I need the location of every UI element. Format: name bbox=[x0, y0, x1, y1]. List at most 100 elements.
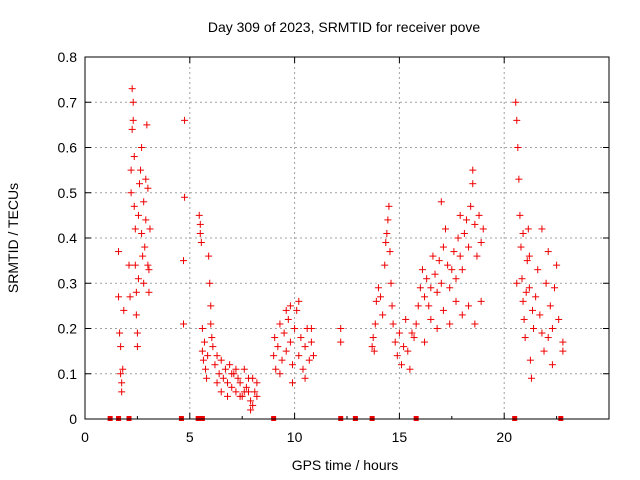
data-point bbox=[383, 229, 391, 237]
data-point bbox=[307, 325, 315, 332]
data-point bbox=[395, 329, 403, 337]
data-point bbox=[224, 392, 232, 400]
data-point bbox=[140, 198, 148, 206]
grid bbox=[85, 57, 609, 419]
data-point bbox=[236, 392, 244, 400]
data-point bbox=[522, 288, 530, 296]
data-point bbox=[138, 229, 146, 237]
data-point bbox=[213, 352, 221, 360]
data-point bbox=[458, 266, 466, 274]
y-axis-label: SRMTID / TECUs bbox=[5, 183, 21, 293]
data-point bbox=[384, 216, 392, 224]
data-point bbox=[181, 116, 189, 124]
data-point bbox=[278, 356, 286, 364]
data-point bbox=[381, 261, 389, 269]
data-point bbox=[132, 311, 140, 319]
data-point bbox=[431, 270, 439, 278]
data-point bbox=[400, 343, 408, 351]
data-point bbox=[128, 125, 136, 133]
data-point bbox=[293, 306, 301, 314]
data-point bbox=[274, 343, 282, 351]
data-point bbox=[386, 248, 394, 256]
data-point bbox=[456, 211, 464, 219]
data-point bbox=[421, 293, 429, 301]
data-point bbox=[130, 202, 138, 210]
data-point bbox=[391, 338, 399, 346]
data-point bbox=[377, 293, 385, 301]
data-point bbox=[117, 343, 125, 351]
data-point bbox=[439, 243, 447, 251]
data-point bbox=[471, 220, 479, 228]
data-point bbox=[433, 325, 441, 332]
data-point bbox=[414, 302, 422, 310]
data-point bbox=[125, 261, 133, 269]
data-point bbox=[134, 275, 142, 283]
data-point bbox=[145, 266, 153, 274]
data-point bbox=[437, 198, 445, 206]
data-point bbox=[301, 374, 309, 382]
data-point bbox=[450, 248, 458, 256]
data-point bbox=[516, 211, 524, 219]
data-point bbox=[244, 374, 252, 382]
data-point bbox=[232, 388, 240, 396]
axis-ticks: 0 0.1 0.2 0.3 0.4 0.5 0.6 0.7 0.8 0 5 10 15 20 bbox=[58, 49, 609, 445]
data-point bbox=[242, 383, 250, 391]
data-point bbox=[406, 365, 414, 373]
data-points bbox=[107, 85, 567, 421]
data-point bbox=[433, 288, 441, 296]
data-point bbox=[247, 397, 255, 405]
data-point bbox=[337, 325, 345, 332]
data-point bbox=[530, 325, 538, 332]
data-point bbox=[374, 284, 382, 292]
data-point bbox=[286, 338, 294, 346]
data-point bbox=[234, 374, 242, 382]
data-point bbox=[437, 279, 445, 287]
data-point bbox=[309, 352, 317, 360]
data-point bbox=[180, 257, 188, 265]
data-point bbox=[542, 279, 550, 287]
data-point bbox=[131, 225, 139, 233]
chart-title: Day 309 of 2023, SRMTID for receiver pov… bbox=[208, 19, 481, 35]
data-point bbox=[370, 347, 378, 355]
data-point bbox=[135, 180, 143, 188]
data-point bbox=[525, 284, 533, 292]
data-point bbox=[410, 334, 418, 342]
data-point bbox=[525, 252, 533, 260]
data-point bbox=[197, 239, 205, 247]
data-point bbox=[271, 334, 279, 342]
data-point bbox=[444, 261, 452, 269]
y-tick-label: 0.1 bbox=[58, 366, 78, 382]
data-point bbox=[402, 315, 410, 323]
data-point bbox=[146, 225, 154, 233]
data-point bbox=[368, 343, 376, 351]
data-point bbox=[454, 234, 462, 242]
data-point bbox=[408, 329, 416, 337]
data-point bbox=[119, 365, 127, 373]
data-point bbox=[427, 284, 435, 292]
data-point bbox=[240, 388, 248, 396]
data-point bbox=[559, 347, 567, 355]
data-point bbox=[388, 302, 396, 310]
data-point bbox=[421, 338, 429, 346]
data-point bbox=[133, 343, 141, 351]
data-point bbox=[379, 311, 387, 319]
data-point bbox=[551, 284, 559, 292]
data-point bbox=[372, 297, 380, 305]
data-point bbox=[129, 98, 137, 106]
data-point bbox=[286, 302, 294, 310]
x-tick-label: 5 bbox=[186, 429, 194, 445]
data-point bbox=[142, 216, 150, 224]
y-tick-label: 0.2 bbox=[58, 321, 78, 337]
data-point bbox=[196, 229, 204, 237]
data-point bbox=[115, 293, 123, 301]
data-point bbox=[208, 334, 216, 342]
data-point bbox=[513, 116, 521, 124]
data-point bbox=[202, 365, 210, 373]
y-tick-label: 0.7 bbox=[58, 94, 78, 110]
data-point bbox=[126, 293, 134, 301]
data-point bbox=[130, 153, 138, 161]
data-point bbox=[559, 338, 567, 346]
data-point bbox=[469, 166, 477, 174]
